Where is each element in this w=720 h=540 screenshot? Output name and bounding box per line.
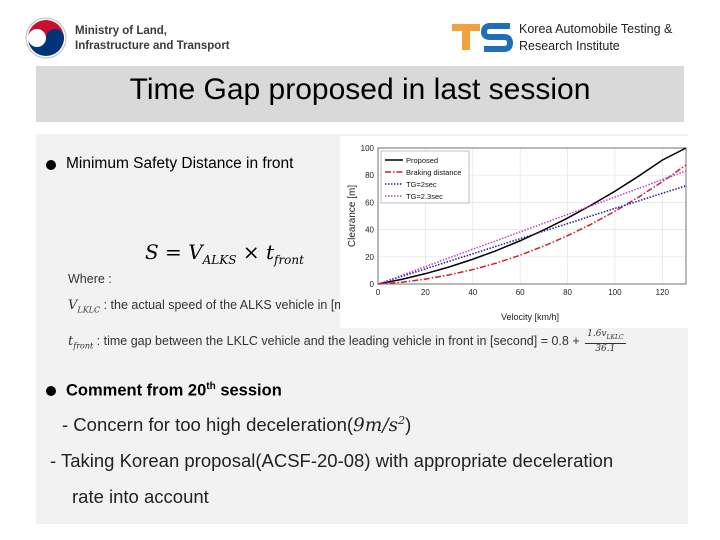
x-tick-label: 120	[656, 288, 670, 297]
formula-times: ×	[236, 240, 266, 264]
chart-x-label: Velocity [km/h]	[501, 312, 559, 322]
time-gap-fraction: 1.6vLKLC 36.1	[585, 329, 626, 355]
formula-t-sub: front	[274, 253, 304, 267]
ministry-name-line2: Infrastructure and Transport	[75, 40, 230, 52]
v-var-sub: LKLC	[77, 305, 101, 315]
chart-series	[377, 147, 687, 285]
formula-equals: =	[158, 240, 189, 264]
series-line-braking-distance	[377, 164, 687, 285]
y-tick-label: 0	[370, 280, 375, 289]
ministry-name-line1: Ministry of Land,	[75, 25, 167, 37]
v-var: VLKLC	[68, 298, 101, 315]
formula-v: V	[188, 240, 203, 264]
series-line-proposed	[377, 147, 687, 285]
x-tick-label: 100	[608, 288, 622, 297]
x-tick-label: 20	[421, 288, 430, 297]
v-var-letter: V	[68, 298, 78, 313]
x-tick-label: 40	[468, 288, 477, 297]
series-line-tg-2-3sec	[377, 170, 687, 285]
chart-legend: Proposed Braking distance TG=2sec TG=2.3sec	[380, 150, 470, 204]
y-tick-label: 60	[365, 198, 374, 207]
formula-v-sub: ALKS	[202, 253, 237, 267]
t-var-sub: front	[73, 341, 94, 351]
legend-entry: TG=2sec	[406, 180, 437, 189]
legend-entry: Proposed	[406, 156, 438, 165]
section-heading-safety-distance: Minimum Safety Distance in front	[66, 155, 294, 172]
fraction-denominator: 36.1	[595, 343, 616, 354]
frac-num-text: 1.6v	[587, 329, 607, 339]
comment-line1-post: )	[405, 414, 412, 436]
bullet-icon	[46, 160, 56, 170]
comment-line1-math: 9m/s	[353, 415, 399, 437]
comment-heading-pre: Comment from 20	[66, 381, 207, 400]
x-tick-label: 60	[516, 288, 525, 297]
chart-y-label: Clearance [m]	[347, 185, 358, 247]
title-bar	[36, 66, 684, 122]
x-tick-label: 0	[376, 288, 381, 297]
slide-title: Time Gap proposed in last session	[129, 73, 591, 106]
comment-line1-pre: - Concern for too high deceleration(	[62, 414, 354, 436]
y-tick-label: 80	[365, 171, 374, 180]
kt-name-line2: Research Institute	[519, 39, 620, 53]
comment-line1-sup: 2	[398, 414, 406, 427]
comment-line-2: - Taking Korean proposal(ACSF-20-08) wit…	[50, 450, 614, 471]
x-tick-label: 80	[563, 288, 572, 297]
legend-entry: TG=2.3sec	[406, 192, 443, 201]
y-tick-label: 20	[365, 253, 374, 262]
chart-axes: 0 20 40 60 80 100 120 0 20 40 60 80 100	[361, 144, 687, 297]
y-tick-label: 100	[361, 144, 375, 153]
comment-line-1: - Concern for too high deceleration(9m/s…	[62, 414, 411, 436]
t-var: tfront	[68, 334, 94, 351]
comment-line-3: rate into account	[72, 486, 209, 507]
bullet-icon	[46, 386, 56, 396]
t-def-text: : time gap between the LKLC vehicle and …	[93, 334, 584, 349]
comment-heading-post: session	[215, 381, 282, 400]
clearance-velocity-chart: 0 20 40 60 80 100 120 0 20 40 60 80 100 Proposed Brak…	[340, 136, 690, 328]
t-definition: tfront : time gap between the LKLC vehic…	[68, 329, 626, 355]
fraction-numerator: 1.6vLKLC	[585, 329, 626, 344]
v-definition: VLKLC : the actual speed of the ALKS veh…	[68, 298, 361, 315]
ts-logo-icon	[452, 23, 514, 52]
comment-heading-sup: th	[206, 381, 216, 392]
safety-distance-formula: S = VALKS × tfront	[145, 240, 304, 267]
y-tick-label: 40	[365, 226, 374, 235]
t-var-letter: t	[68, 334, 74, 350]
legend-entry: Braking distance	[406, 168, 461, 177]
ministry-name: Ministry of Land, Infrastructure and Tra…	[75, 24, 230, 54]
section-heading-comment: Comment from 20th session	[66, 381, 282, 401]
ministry-logo-icon	[25, 17, 67, 59]
v-def-text: : the actual speed of the ALKS vehicle i…	[100, 298, 362, 312]
frac-num-sub: LKLC	[606, 333, 624, 341]
kt-institute-name: Korea Automobile Testing & Research Inst…	[519, 21, 672, 55]
formula-s: S	[145, 240, 159, 264]
formula-t: t	[265, 240, 274, 264]
plot-frame	[377, 147, 687, 285]
where-label: Where :	[68, 272, 112, 286]
kt-name-line1: Korea Automobile Testing &	[519, 22, 673, 36]
